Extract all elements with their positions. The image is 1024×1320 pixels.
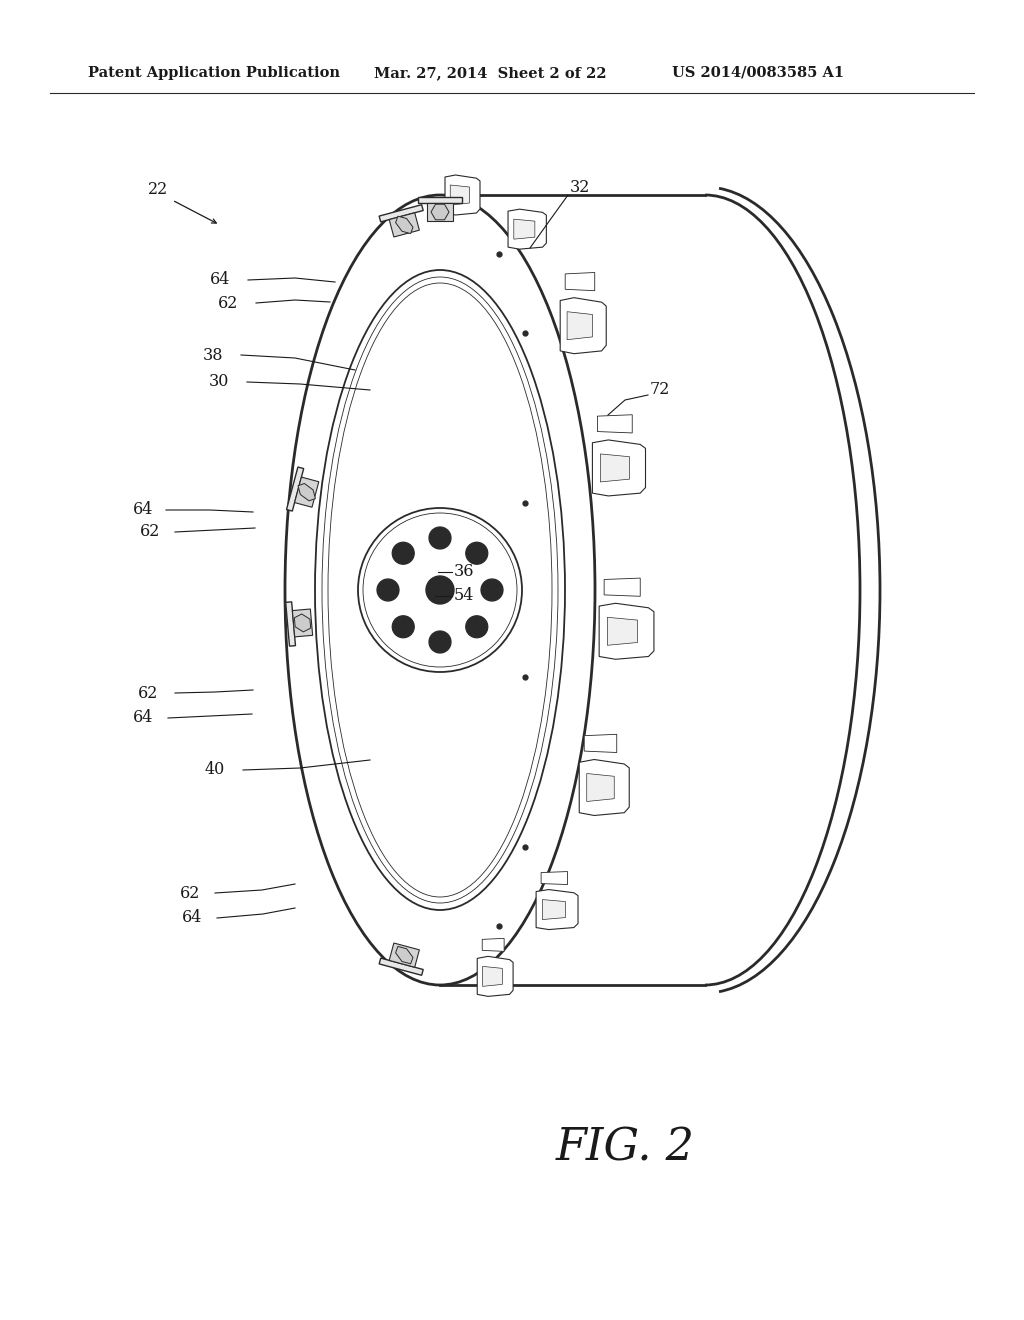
Polygon shape bbox=[477, 957, 513, 997]
Polygon shape bbox=[567, 312, 593, 339]
Circle shape bbox=[377, 579, 399, 601]
Text: US 2014/0083585 A1: US 2014/0083585 A1 bbox=[672, 66, 844, 81]
Polygon shape bbox=[295, 477, 318, 507]
Text: 64: 64 bbox=[182, 909, 203, 927]
Polygon shape bbox=[445, 176, 480, 215]
Polygon shape bbox=[379, 205, 423, 222]
Polygon shape bbox=[451, 185, 469, 205]
Polygon shape bbox=[431, 205, 449, 220]
Polygon shape bbox=[585, 734, 616, 752]
Text: 38: 38 bbox=[203, 346, 223, 363]
Text: 62: 62 bbox=[180, 884, 201, 902]
Polygon shape bbox=[560, 298, 606, 354]
Ellipse shape bbox=[337, 247, 543, 933]
Polygon shape bbox=[600, 454, 630, 482]
Polygon shape bbox=[389, 213, 420, 238]
Text: 64: 64 bbox=[133, 502, 154, 519]
Polygon shape bbox=[593, 440, 645, 496]
Polygon shape bbox=[389, 942, 420, 968]
Text: 72: 72 bbox=[650, 381, 671, 399]
Circle shape bbox=[466, 615, 487, 638]
Ellipse shape bbox=[285, 195, 595, 985]
Text: 62: 62 bbox=[138, 685, 159, 701]
Circle shape bbox=[392, 615, 415, 638]
Polygon shape bbox=[294, 614, 310, 632]
Text: 54: 54 bbox=[454, 587, 474, 605]
Text: 62: 62 bbox=[140, 524, 161, 540]
Polygon shape bbox=[418, 197, 462, 203]
Polygon shape bbox=[482, 966, 503, 986]
Polygon shape bbox=[286, 602, 296, 647]
Text: 64: 64 bbox=[133, 710, 154, 726]
Polygon shape bbox=[395, 216, 413, 234]
Polygon shape bbox=[541, 871, 567, 884]
Text: 40: 40 bbox=[205, 762, 225, 779]
Polygon shape bbox=[298, 483, 315, 500]
Polygon shape bbox=[537, 890, 578, 929]
Text: FIG. 2: FIG. 2 bbox=[555, 1126, 694, 1170]
Polygon shape bbox=[543, 899, 565, 920]
Polygon shape bbox=[599, 603, 654, 659]
Circle shape bbox=[429, 631, 451, 653]
Circle shape bbox=[429, 527, 451, 549]
Polygon shape bbox=[293, 609, 312, 636]
Polygon shape bbox=[587, 774, 614, 801]
Circle shape bbox=[481, 579, 503, 601]
Polygon shape bbox=[607, 618, 638, 645]
Ellipse shape bbox=[358, 508, 522, 672]
Ellipse shape bbox=[315, 271, 565, 909]
Polygon shape bbox=[580, 759, 629, 816]
Text: 22: 22 bbox=[148, 181, 168, 198]
Polygon shape bbox=[482, 939, 504, 952]
Circle shape bbox=[426, 576, 454, 605]
Text: 30: 30 bbox=[209, 374, 229, 391]
Text: Patent Application Publication: Patent Application Publication bbox=[88, 66, 340, 81]
Polygon shape bbox=[379, 958, 423, 975]
Text: 62: 62 bbox=[218, 294, 239, 312]
Polygon shape bbox=[427, 203, 454, 220]
Polygon shape bbox=[395, 946, 413, 964]
Text: 32: 32 bbox=[570, 180, 591, 197]
Polygon shape bbox=[597, 414, 632, 433]
Text: 36: 36 bbox=[454, 564, 474, 581]
Polygon shape bbox=[508, 209, 547, 249]
Text: 64: 64 bbox=[210, 272, 230, 289]
Polygon shape bbox=[565, 272, 595, 290]
Polygon shape bbox=[514, 219, 535, 239]
Polygon shape bbox=[604, 578, 640, 597]
Polygon shape bbox=[287, 467, 304, 511]
Text: Mar. 27, 2014  Sheet 2 of 22: Mar. 27, 2014 Sheet 2 of 22 bbox=[374, 66, 606, 81]
Circle shape bbox=[466, 543, 487, 564]
Circle shape bbox=[392, 543, 415, 564]
